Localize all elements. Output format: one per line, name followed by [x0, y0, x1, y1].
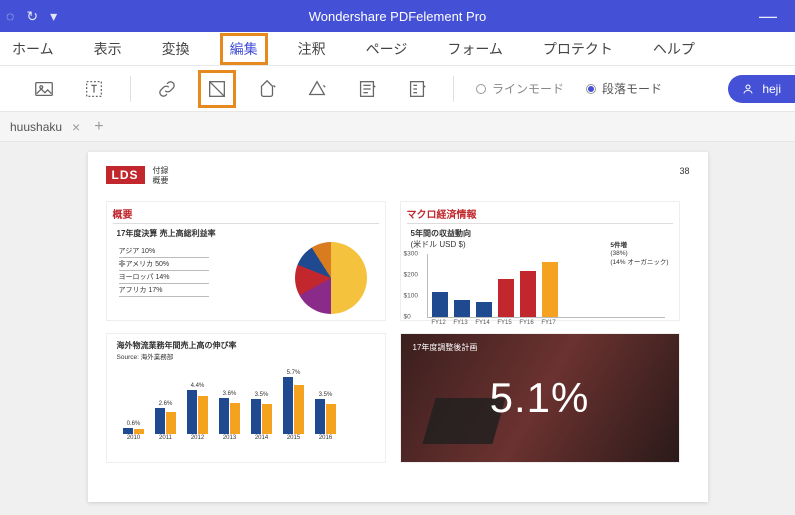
minimize-button[interactable]: — [759, 6, 795, 27]
menu-convert[interactable]: 変換 [154, 35, 198, 63]
document-tab-label: huushaku [10, 120, 62, 134]
header-line-1: 付録 [153, 166, 169, 176]
paragraph-mode-radio[interactable]: 段落モード [586, 80, 662, 97]
toolbar-separator [453, 76, 454, 102]
forecast-caption: 17年度調整後計画 [413, 342, 478, 353]
background-tool-icon[interactable] [303, 75, 331, 103]
menu-view[interactable]: 表示 [86, 35, 130, 63]
legend-item: 非アメリカ 50% [119, 258, 209, 271]
macro-subtitle-1: 5年間の収益動向 [401, 228, 679, 239]
document-canvas[interactable]: LDS 付録 概要 38 概要 17年度決算 売上高総利益率 アジア 10% 非… [0, 142, 795, 515]
panel-grid: 概要 17年度決算 売上高総利益率 アジア 10% 非アメリカ 50% ヨーロッ… [106, 201, 690, 463]
legend-item: アジア 10% [119, 245, 209, 258]
macro-side-note: 5件増 (38%) (14% オーガニック) [610, 242, 668, 267]
document-tab-strip: huushaku × + [0, 112, 795, 142]
toolbar-separator [130, 76, 131, 102]
logistics-bar-chart: 0.6%20102.6%20114.4%20123.6%20133.5%2014… [121, 369, 371, 441]
title-bar: ◌ ↻ ▾ Wondershare PDFelement Pro — [0, 0, 795, 32]
close-tab-icon[interactable]: × [72, 119, 80, 135]
history-back-icon[interactable]: ◌ [6, 8, 14, 25]
page-number: 38 [679, 166, 689, 176]
forecast-percent: 5.1% [490, 374, 590, 422]
watermark-tool-icon[interactable] [253, 75, 281, 103]
app-title: Wondershare PDFelement Pro [309, 9, 487, 24]
menu-form[interactable]: フォーム [439, 35, 511, 63]
page-header-text: 付録 概要 [153, 166, 169, 187]
user-name-label: heji [762, 82, 781, 96]
menu-edit[interactable]: 編集 [222, 35, 266, 63]
menu-page[interactable]: ページ [358, 35, 416, 63]
forecast-panel: 17年度調整後計画 5.1% [400, 333, 680, 463]
user-account-button[interactable]: heji [728, 75, 795, 103]
menu-help[interactable]: ヘルプ [645, 35, 703, 63]
logistics-source: Source: 海外業務部 [107, 351, 385, 361]
menu-home[interactable]: ホーム [4, 35, 62, 63]
titlebar-controls: ◌ ↻ ▾ [0, 8, 57, 25]
menu-protect[interactable]: プロテクト [535, 35, 621, 63]
logo-badge: LDS [106, 166, 145, 184]
line-mode-label: ラインモード [492, 80, 564, 97]
menu-bar: ホーム 表示 変換 編集 注釈 ページ フォーム プロテクト ヘルプ [0, 32, 795, 66]
line-mode-radio[interactable]: ラインモード [476, 80, 564, 97]
text-tool-icon[interactable] [80, 75, 108, 103]
image-tool-icon[interactable] [30, 75, 58, 103]
document-tab[interactable]: huushaku × [10, 119, 80, 135]
page-header: LDS 付録 概要 38 [106, 166, 690, 187]
add-tab-button[interactable]: + [94, 118, 103, 136]
overview-title: 概要 [107, 202, 385, 223]
crop-tool-icon[interactable] [203, 75, 231, 103]
edit-toolbar: ラインモード 段落モード heji [0, 66, 795, 112]
logistics-subtitle: 海外物流業務年間売上高の伸び率 [107, 334, 385, 351]
user-icon [742, 83, 754, 95]
macro-title: マクロ経済情報 [401, 202, 679, 223]
header-footer-tool-icon[interactable] [353, 75, 381, 103]
bates-tool-icon[interactable] [403, 75, 431, 103]
header-line-2: 概要 [153, 176, 169, 186]
menu-annotation[interactable]: 注釈 [290, 35, 334, 63]
history-dropdown-icon[interactable]: ▾ [50, 8, 57, 25]
macro-panel: マクロ経済情報 5年間の収益動向 (米ドル USD $) $0$100$200$… [400, 201, 680, 321]
history-redo-icon[interactable]: ↻ [26, 8, 38, 25]
paragraph-mode-label: 段落モード [602, 80, 662, 97]
legend-item: ヨーロッパ 14% [119, 271, 209, 284]
overview-subtitle: 17年度決算 売上高総利益率 [107, 228, 385, 239]
logistics-panel: 海外物流業務年間売上高の伸び率 Source: 海外業務部 0.6%20102.… [106, 333, 386, 463]
overview-pie-chart [295, 242, 367, 314]
legend-item: アフリカ 17% [119, 284, 209, 297]
overview-panel: 概要 17年度決算 売上高総利益率 アジア 10% 非アメリカ 50% ヨーロッ… [106, 201, 386, 321]
link-tool-icon[interactable] [153, 75, 181, 103]
pdf-page: LDS 付録 概要 38 概要 17年度決算 売上高総利益率 アジア 10% 非… [88, 152, 708, 502]
